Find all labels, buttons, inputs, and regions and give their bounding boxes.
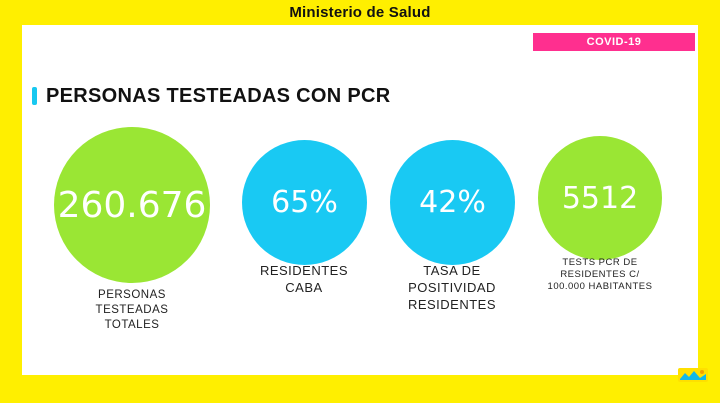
- stat-label-positivity: TASA DE POSITIVIDAD RESIDENTES: [362, 262, 542, 313]
- stat-label-tests-per-100k: TESTS PCR DE RESIDENTES C/ 100.000 HABIT…: [510, 257, 690, 293]
- stat-label-line: PERSONAS: [98, 289, 166, 301]
- covid-tag: COVID-19: [533, 33, 695, 51]
- stat-label-line: RESIDENTES C/: [560, 269, 640, 280]
- city-logo-icon: [678, 368, 708, 382]
- stat-value: 42%: [419, 185, 486, 220]
- stat-label-line: TOTALES: [104, 319, 160, 331]
- section-title: PERSONAS TESTEADAS CON PCR: [46, 85, 391, 107]
- content-panel: COVID-19 PERSONAS TESTEADAS CON PCR 260.…: [22, 25, 698, 375]
- stat-value: 5512: [561, 180, 639, 216]
- stat-circle-total-tested: 260.676: [54, 127, 210, 283]
- stat-label-line: CABA: [285, 280, 323, 295]
- stat-label-total-tested: PERSONAS TESTEADAS TOTALES: [42, 288, 222, 333]
- stat-label-line: RESIDENTES: [259, 263, 349, 278]
- stat-circle-tests-per-100k: 5512: [538, 136, 662, 260]
- stat-value: 260.676: [57, 184, 207, 226]
- stat-label-line: 100.000 HABITANTES: [547, 281, 653, 292]
- stat-circle-residents: 65%: [242, 140, 367, 265]
- stat-label-line: POSITIVIDAD: [408, 280, 496, 295]
- stat-label-line: TASA DE: [423, 263, 481, 278]
- title-accent-bar: [32, 87, 37, 105]
- stat-label-line: TESTEADAS: [95, 304, 169, 316]
- stat-circle-positivity: 42%: [390, 140, 515, 265]
- stat-label-line: RESIDENTES: [407, 297, 497, 312]
- stat-value: 65%: [271, 185, 338, 220]
- header-title: Ministerio de Salud: [289, 4, 431, 21]
- stat-label-line: TESTS PCR DE: [562, 257, 638, 268]
- stat-label-residents: RESIDENTES CABA: [214, 262, 394, 296]
